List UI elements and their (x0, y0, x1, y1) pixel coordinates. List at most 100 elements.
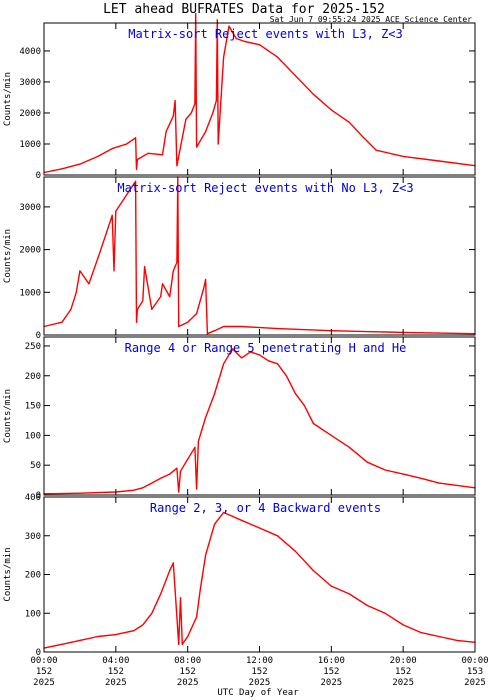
y-tick-label: 4000 (19, 47, 41, 57)
data-point (294, 550, 296, 552)
x-tick-label-time: 00:00 (30, 656, 57, 666)
data-point (240, 357, 243, 359)
data-point (402, 624, 404, 626)
data-point (205, 131, 207, 133)
y-tick-label: 250 (25, 342, 41, 352)
data-point (348, 446, 350, 448)
data-point (240, 519, 243, 521)
data-point (79, 639, 81, 642)
data-point (178, 325, 180, 328)
data-point (97, 257, 99, 259)
data-point (79, 492, 81, 494)
figure-title: LET ahead BUFRATES Data for 2025-152 (103, 2, 385, 17)
y-tick-label: 200 (25, 372, 41, 382)
data-point (196, 313, 198, 315)
panel-title: Matrix-sort Reject events with No L3, Z<… (117, 181, 413, 195)
series-line-panel-4-1 (43, 511, 476, 649)
y-tick-label: 2000 (19, 109, 41, 119)
data-point (384, 612, 386, 614)
data-point (223, 56, 225, 58)
x-axis-tick-labels: 00:00152202504:00152202508:00152202512:0… (30, 656, 488, 688)
data-point (215, 100, 217, 102)
y-tick-label: 3000 (19, 203, 41, 213)
data-point (235, 37, 237, 40)
data-point (402, 155, 404, 157)
data-point (115, 634, 117, 636)
data-point (135, 180, 137, 182)
x-tick-label-doy: 152 (395, 667, 411, 677)
data-point (438, 160, 440, 162)
data-point (249, 523, 252, 525)
data-point (420, 632, 422, 634)
data-point (330, 585, 332, 587)
panel-title: Matrix-sort Reject events with L3, Z<3 (128, 27, 403, 41)
data-point (420, 477, 422, 479)
data-point (276, 328, 279, 330)
data-point (366, 604, 368, 607)
data-point (133, 630, 135, 632)
series-line-panel-3-1 (43, 348, 476, 495)
x-tick-label-doy: 152 (323, 667, 339, 677)
data-point (160, 296, 162, 298)
data-point (133, 489, 135, 491)
data-point (187, 458, 189, 460)
data-point (196, 146, 198, 148)
data-point (195, 13, 197, 15)
x-tick-label-year: 2025 (464, 678, 486, 688)
data-point (330, 434, 332, 436)
data-point (111, 148, 113, 150)
x-tick-label-time: 08:00 (174, 656, 201, 666)
x-tick-label-time: 16:00 (318, 656, 345, 666)
data-point (61, 321, 63, 323)
chart-panel-3: 0 50 100 150 200 250 Range 4 or Range 5 penetr… (3, 336, 476, 501)
x-tick-label-doy: 152 (251, 667, 267, 677)
data-point (147, 152, 149, 154)
data-point (151, 482, 153, 484)
data-point (366, 461, 368, 463)
data-point (214, 330, 216, 332)
data-point (196, 488, 198, 490)
data-point (217, 143, 219, 145)
data-point (75, 291, 77, 293)
data-point (190, 112, 192, 114)
x-tick-label-year: 2025 (177, 678, 199, 688)
data-point (178, 491, 180, 493)
data-point (111, 214, 113, 216)
y-tick-label: 100 (25, 431, 41, 441)
data-point (142, 624, 144, 626)
x-tick-label-year: 2025 (249, 678, 271, 688)
data-point (249, 351, 252, 353)
x-tick-label-time: 12:00 (246, 656, 273, 666)
y-tick-label: 0 (36, 648, 41, 658)
plot-frame (43, 336, 476, 496)
data-point (135, 137, 137, 139)
data-point (194, 103, 196, 105)
data-point (179, 597, 182, 599)
data-point (205, 278, 207, 281)
data-point (223, 511, 225, 514)
y-tick-label: 50 (30, 461, 41, 471)
data-point (312, 422, 314, 425)
data-point (97, 155, 99, 157)
x-tick-label-year: 2025 (33, 678, 55, 688)
data-point (258, 354, 261, 356)
plot-frame (43, 496, 476, 653)
data-point (276, 535, 279, 537)
y-tick-label: 0 (36, 331, 41, 341)
data-point (363, 137, 365, 139)
y-tick-label: 1000 (19, 140, 41, 150)
data-point (205, 554, 207, 556)
x-axis-label: UTC Day of Year (217, 688, 299, 698)
data-point (196, 616, 198, 618)
data-point (176, 261, 178, 263)
y-tick-label: 2000 (19, 246, 41, 256)
y-axis-label: Counts/min (3, 72, 13, 126)
data-point (185, 118, 187, 120)
series-line-panel-2-1 (43, 176, 476, 335)
data-point (214, 393, 216, 395)
data-point (160, 477, 162, 479)
data-point (187, 321, 189, 323)
data-point (142, 487, 144, 489)
data-point (267, 360, 270, 362)
